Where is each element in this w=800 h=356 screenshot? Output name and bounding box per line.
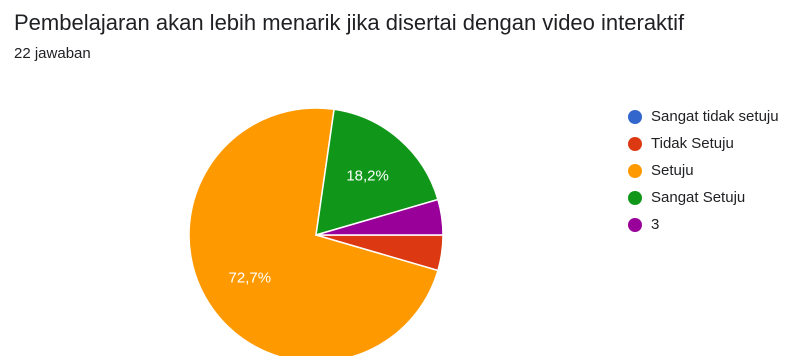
legend-item: Sangat tidak setuju [628,103,779,130]
pie-slice-sangat-setuju [315,108,439,237]
legend-label: Sangat Setuju [651,189,746,206]
legend-item: Setuju [628,157,779,184]
chart-legend: Sangat tidak setuju Tidak Setuju Setuju San… [628,103,779,238]
slice-data-label: 18,2% [346,168,389,185]
legend-label: 3 [651,216,660,233]
pie-slice-3 [315,198,444,236]
legend-swatch [628,190,642,205]
chart-title: Pembelajaran akan lebih menarik jika dis… [14,10,685,35]
legend-item: 3 [628,211,779,238]
legend-label: Setuju [651,162,694,179]
legend-swatch [628,217,642,232]
pie-slice-setuju [188,107,439,356]
legend-item: Sangat Setuju [628,184,779,211]
legend-label: Tidak Setuju [651,135,734,152]
legend-label: Sangat tidak setuju [651,108,779,125]
legend-swatch [628,163,642,178]
slice-data-label: 72,7% [229,270,272,287]
legend-swatch [628,109,642,124]
legend-swatch [628,136,642,151]
response-count: 22 jawaban [14,45,91,62]
legend-item: Tidak Setuju [628,130,779,157]
